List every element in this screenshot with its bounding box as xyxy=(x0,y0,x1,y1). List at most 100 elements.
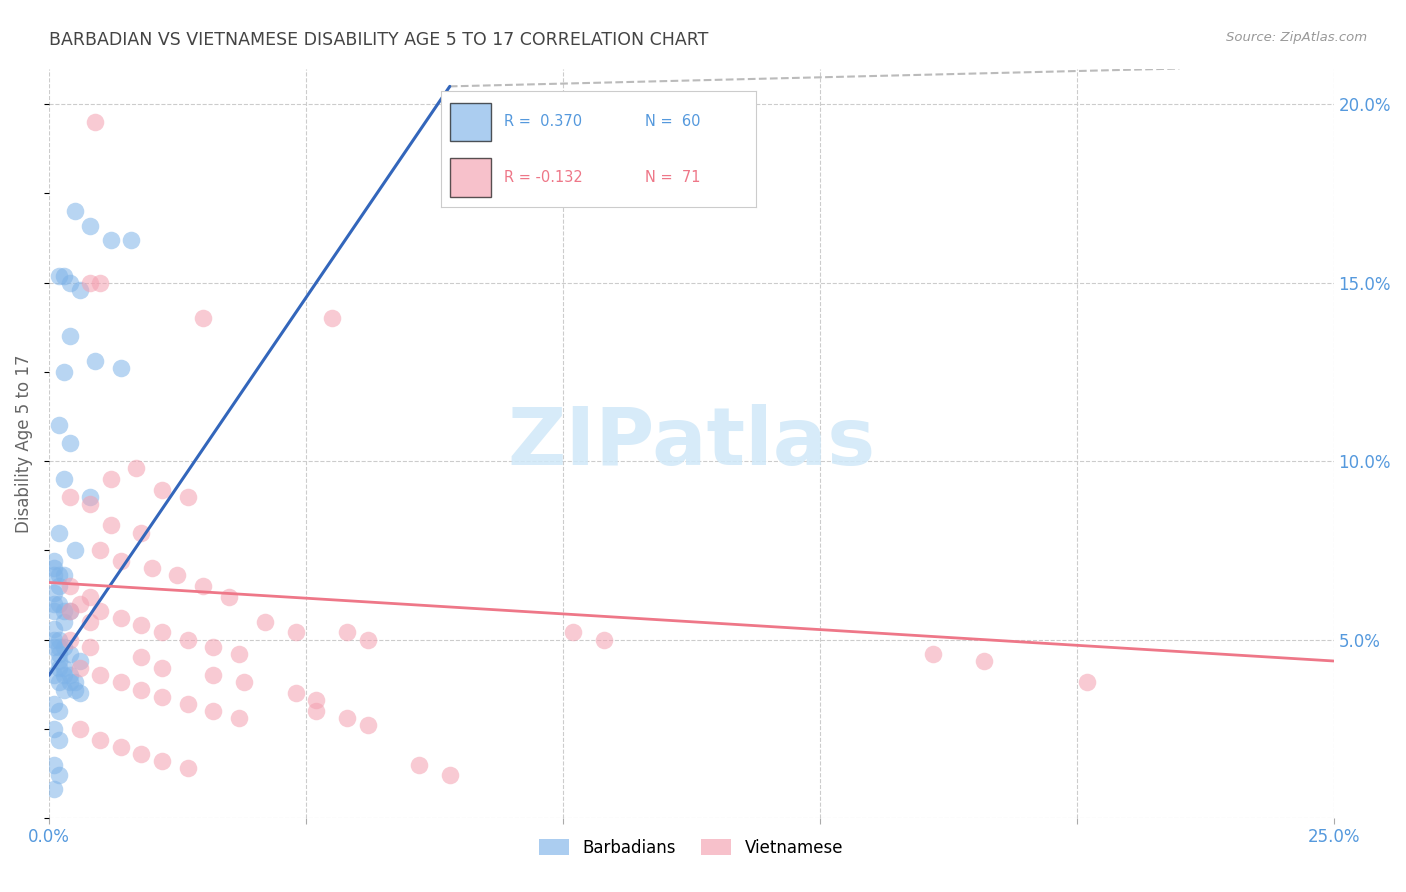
Point xyxy=(48,647,70,661)
Point xyxy=(100,233,122,247)
Point xyxy=(141,561,163,575)
Point xyxy=(356,632,378,647)
Point xyxy=(356,718,378,732)
Point xyxy=(284,686,307,700)
Point xyxy=(150,690,173,704)
Point xyxy=(48,640,70,654)
Point xyxy=(228,711,250,725)
Point xyxy=(48,704,70,718)
Point xyxy=(42,586,65,600)
Point xyxy=(228,647,250,661)
Point xyxy=(166,568,188,582)
Point xyxy=(89,668,111,682)
Point xyxy=(110,739,132,754)
Point xyxy=(131,650,153,665)
Point xyxy=(53,615,76,629)
Point xyxy=(973,654,995,668)
Point xyxy=(336,711,359,725)
Point xyxy=(42,597,65,611)
Point xyxy=(79,615,101,629)
Point xyxy=(253,615,276,629)
Point xyxy=(150,625,173,640)
Point xyxy=(562,625,585,640)
Point xyxy=(42,604,65,618)
Point xyxy=(305,693,328,707)
Point xyxy=(177,697,200,711)
Point xyxy=(69,661,91,675)
Point xyxy=(89,732,111,747)
Text: Source: ZipAtlas.com: Source: ZipAtlas.com xyxy=(1226,31,1367,45)
Point xyxy=(69,283,91,297)
Point xyxy=(63,204,86,219)
Point xyxy=(177,490,200,504)
Point xyxy=(58,490,80,504)
Point xyxy=(69,722,91,736)
Point xyxy=(191,579,214,593)
Point xyxy=(79,640,101,654)
Point xyxy=(48,768,70,782)
Point xyxy=(58,436,80,450)
Point xyxy=(58,604,80,618)
Point xyxy=(150,483,173,497)
Point xyxy=(202,668,225,682)
Point xyxy=(42,668,65,682)
Point xyxy=(110,361,132,376)
Point xyxy=(63,675,86,690)
Point xyxy=(1076,675,1098,690)
Point xyxy=(53,640,76,654)
Point xyxy=(150,754,173,768)
Point xyxy=(321,311,343,326)
Point xyxy=(84,354,107,368)
Point xyxy=(131,618,153,632)
Point xyxy=(48,597,70,611)
Point xyxy=(79,590,101,604)
Point xyxy=(53,661,76,675)
Point xyxy=(58,632,80,647)
Point xyxy=(48,418,70,433)
Point xyxy=(110,675,132,690)
Point xyxy=(79,276,101,290)
Point xyxy=(42,554,65,568)
Point xyxy=(42,757,65,772)
Point xyxy=(305,704,328,718)
Point xyxy=(79,490,101,504)
Point xyxy=(48,568,70,582)
Legend: Barbadians, Vietnamese: Barbadians, Vietnamese xyxy=(533,832,849,863)
Point xyxy=(42,697,65,711)
Point xyxy=(150,661,173,675)
Point xyxy=(233,675,256,690)
Point xyxy=(218,590,240,604)
Point xyxy=(48,732,70,747)
Point xyxy=(921,647,943,661)
Point xyxy=(84,115,107,129)
Text: ZIPatlas: ZIPatlas xyxy=(508,404,876,483)
Point xyxy=(42,561,65,575)
Point xyxy=(42,640,65,654)
Point xyxy=(120,233,142,247)
Point xyxy=(42,722,65,736)
Point xyxy=(48,654,70,668)
Point xyxy=(53,604,76,618)
Point xyxy=(48,661,70,675)
Point xyxy=(58,579,80,593)
Point xyxy=(131,747,153,761)
Point xyxy=(69,597,91,611)
Point xyxy=(69,654,91,668)
Point xyxy=(439,768,461,782)
Point xyxy=(63,682,86,697)
Point xyxy=(110,554,132,568)
Point xyxy=(53,365,76,379)
Point xyxy=(48,525,70,540)
Point xyxy=(131,682,153,697)
Point xyxy=(53,268,76,283)
Point xyxy=(63,543,86,558)
Point xyxy=(284,625,307,640)
Point xyxy=(53,568,76,582)
Point xyxy=(53,682,76,697)
Point xyxy=(53,472,76,486)
Point xyxy=(48,579,70,593)
Point xyxy=(48,268,70,283)
Point xyxy=(58,329,80,343)
Point xyxy=(48,632,70,647)
Point xyxy=(48,675,70,690)
